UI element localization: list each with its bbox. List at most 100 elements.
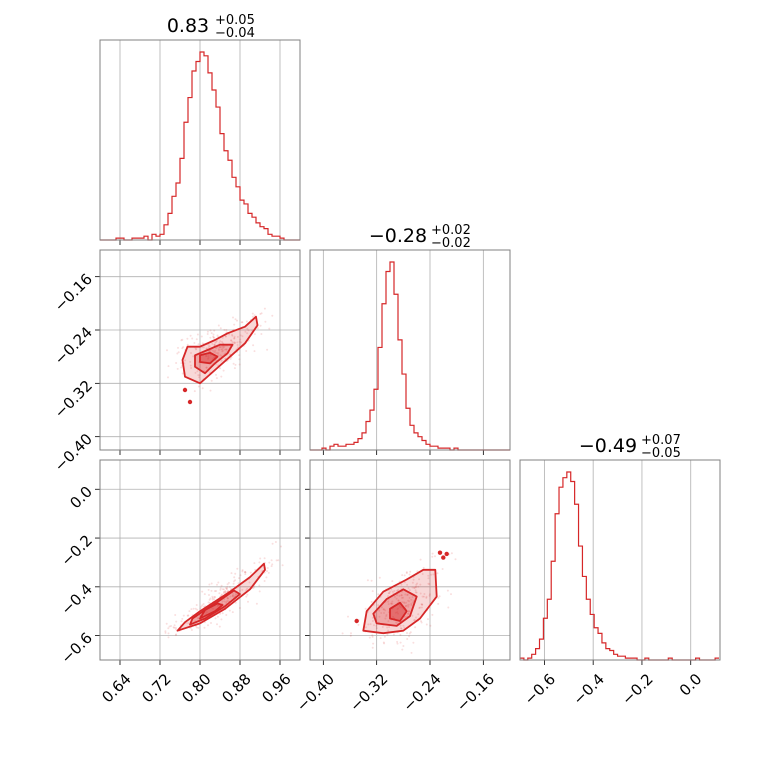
sample-point: [244, 571, 247, 574]
sample-point: [216, 615, 219, 618]
sample-point: [168, 625, 171, 628]
sample-point: [366, 579, 369, 582]
sample-point: [233, 337, 236, 339]
sample-point: [410, 604, 413, 606]
sample-point: [411, 596, 414, 599]
sample-point: [238, 363, 241, 366]
sample-point: [384, 609, 387, 612]
sample-point: [259, 324, 262, 327]
sample-point: [205, 355, 208, 358]
sample-point: [398, 594, 401, 597]
sample-point: [233, 367, 236, 370]
y-tick-label: −0.40: [51, 430, 96, 475]
sample-point: [200, 605, 203, 608]
sample-point: [233, 580, 235, 583]
sample-point: [407, 587, 410, 590]
sample-point: [259, 313, 262, 315]
sample-point: [258, 561, 261, 564]
sample-point: [253, 350, 256, 353]
sample-point: [418, 607, 421, 609]
sample-point: [174, 614, 177, 616]
sample-point: [241, 588, 244, 591]
sample-point: [229, 595, 232, 598]
sample-point: [241, 335, 244, 338]
sample-point: [209, 329, 212, 332]
sample-point: [369, 623, 372, 626]
sample-point: [223, 600, 226, 603]
sample-point: [411, 586, 414, 589]
sample-point: [277, 559, 280, 562]
contour-inner: [199, 602, 224, 620]
sample-point: [255, 602, 258, 605]
sample-point: [215, 590, 218, 592]
sample-point: [201, 342, 204, 345]
sample-point: [175, 362, 178, 364]
sample-point: [384, 617, 387, 620]
sample-point: [217, 324, 220, 327]
sample-point: [234, 363, 237, 366]
sample-point: [396, 642, 399, 645]
sample-point: [211, 597, 214, 600]
sample-point: [429, 624, 432, 627]
sample-point: [215, 373, 217, 376]
sample-point: [270, 559, 273, 562]
sample-point: [211, 598, 214, 601]
sample-point: [228, 609, 231, 612]
sample-point: [233, 337, 236, 340]
sample-point: [419, 592, 422, 595]
sample-point: [195, 604, 198, 606]
sample-point: [225, 601, 228, 604]
sample-point: [387, 595, 389, 598]
y-tick-label: −0.4: [58, 580, 96, 618]
sample-point: [219, 587, 222, 590]
sample-point: [389, 590, 391, 593]
sample-point: [181, 372, 184, 375]
sample-point: [377, 593, 380, 596]
histogram-line: [100, 51, 300, 241]
sample-point: [241, 569, 244, 572]
sample-point: [411, 614, 414, 617]
sample-point: [195, 626, 198, 629]
sample-point: [216, 623, 218, 626]
sample-point: [399, 624, 402, 627]
sample-point: [395, 597, 398, 600]
sample-point: [196, 370, 199, 373]
sample-point: [373, 624, 375, 627]
sample-point: [246, 332, 249, 335]
sample-point: [175, 633, 178, 636]
sample-point: [187, 614, 190, 617]
outlier-point: [182, 387, 188, 393]
sample-point: [224, 335, 227, 338]
sample-point: [368, 636, 371, 639]
sample-point: [425, 623, 428, 626]
sample-point: [182, 346, 185, 349]
sample-point: [206, 330, 209, 333]
sample-point: [238, 607, 241, 609]
sample-point: [174, 634, 177, 637]
sample-point: [173, 626, 176, 629]
sample-point: [398, 604, 401, 607]
sample-point: [410, 651, 413, 654]
sample-point: [226, 583, 229, 586]
sample-point: [220, 618, 223, 621]
sample-point: [390, 602, 393, 605]
sample-point: [246, 587, 249, 590]
sample-point: [403, 581, 406, 584]
sample-point: [208, 598, 211, 601]
histogram-line: [520, 471, 720, 661]
sample-point: [219, 354, 222, 357]
sample-point: [202, 603, 205, 605]
x-tick-label: −0.16: [453, 670, 498, 715]
sample-point: [214, 349, 217, 352]
sample-point: [420, 606, 423, 609]
sample-point: [251, 312, 254, 315]
sample-point: [416, 582, 419, 585]
sample-point: [247, 600, 249, 603]
outlier-point: [441, 555, 446, 560]
sample-point: [427, 574, 430, 577]
sample-point: [190, 629, 193, 631]
sample-point: [274, 541, 277, 543]
sample-point: [408, 632, 411, 635]
sample-point: [371, 616, 374, 619]
